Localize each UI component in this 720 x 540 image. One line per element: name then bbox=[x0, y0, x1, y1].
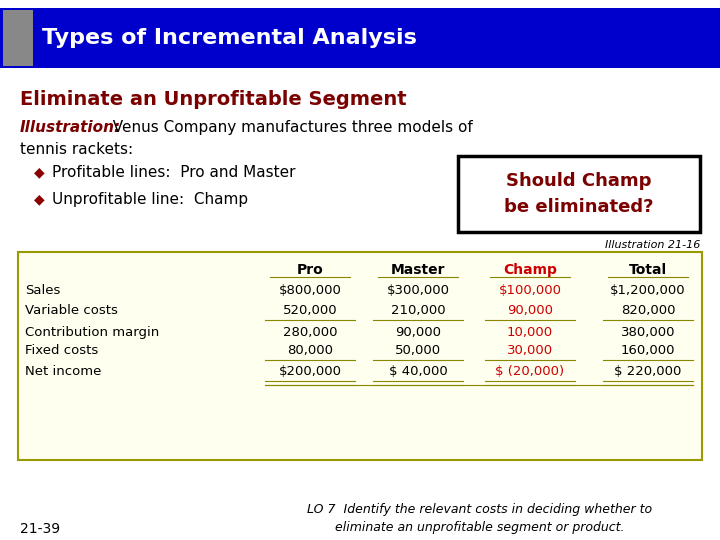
Text: Master: Master bbox=[391, 263, 445, 277]
Text: 21-39: 21-39 bbox=[20, 522, 60, 536]
Text: ◆: ◆ bbox=[34, 192, 45, 206]
Text: $100,000: $100,000 bbox=[498, 284, 562, 297]
Text: $ 40,000: $ 40,000 bbox=[389, 365, 447, 378]
Text: Illustration:: Illustration: bbox=[20, 120, 121, 135]
Bar bbox=[458, 156, 700, 232]
Text: Total: Total bbox=[629, 263, 667, 277]
Text: Sales: Sales bbox=[25, 284, 60, 297]
Text: Fixed costs: Fixed costs bbox=[25, 344, 98, 357]
Bar bbox=[18, 252, 702, 460]
Text: $1,200,000: $1,200,000 bbox=[610, 284, 686, 297]
Text: 10,000: 10,000 bbox=[507, 326, 553, 339]
Text: Types of Incremental Analysis: Types of Incremental Analysis bbox=[42, 28, 417, 48]
Text: tennis rackets:: tennis rackets: bbox=[20, 142, 133, 157]
Bar bbox=[3, 10, 33, 66]
Text: $200,000: $200,000 bbox=[279, 365, 341, 378]
Text: Eliminate an Unprofitable Segment: Eliminate an Unprofitable Segment bbox=[20, 90, 407, 109]
Text: 30,000: 30,000 bbox=[507, 344, 553, 357]
Text: 280,000: 280,000 bbox=[283, 326, 337, 339]
Text: Unprofitable line:  Champ: Unprofitable line: Champ bbox=[52, 192, 248, 207]
Text: Illustration 21-16: Illustration 21-16 bbox=[605, 240, 700, 250]
Text: 90,000: 90,000 bbox=[507, 304, 553, 317]
Text: Venus Company manufactures three models of: Venus Company manufactures three models … bbox=[103, 120, 473, 135]
Text: 160,000: 160,000 bbox=[621, 344, 675, 357]
Text: Contribution margin: Contribution margin bbox=[25, 326, 159, 339]
Text: 520,000: 520,000 bbox=[283, 304, 337, 317]
Text: Variable costs: Variable costs bbox=[25, 304, 118, 317]
Text: LO 7  Identify the relevant costs in deciding whether to
eliminate an unprofitab: LO 7 Identify the relevant costs in deci… bbox=[307, 503, 652, 534]
Text: 50,000: 50,000 bbox=[395, 344, 441, 357]
Text: Should Champ
be eliminated?: Should Champ be eliminated? bbox=[504, 172, 654, 216]
Text: 90,000: 90,000 bbox=[395, 326, 441, 339]
Text: $300,000: $300,000 bbox=[387, 284, 449, 297]
Bar bbox=[0, 8, 720, 68]
Text: Net income: Net income bbox=[25, 365, 102, 378]
Text: $ (20,000): $ (20,000) bbox=[495, 365, 564, 378]
Text: 380,000: 380,000 bbox=[621, 326, 675, 339]
Text: 210,000: 210,000 bbox=[391, 304, 445, 317]
Text: Profitable lines:  Pro and Master: Profitable lines: Pro and Master bbox=[52, 165, 295, 180]
Text: $ 220,000: $ 220,000 bbox=[614, 365, 682, 378]
Text: 80,000: 80,000 bbox=[287, 344, 333, 357]
Text: Pro: Pro bbox=[297, 263, 323, 277]
Text: Champ: Champ bbox=[503, 263, 557, 277]
Text: 820,000: 820,000 bbox=[621, 304, 675, 317]
Text: $800,000: $800,000 bbox=[279, 284, 341, 297]
Text: ◆: ◆ bbox=[34, 165, 45, 179]
